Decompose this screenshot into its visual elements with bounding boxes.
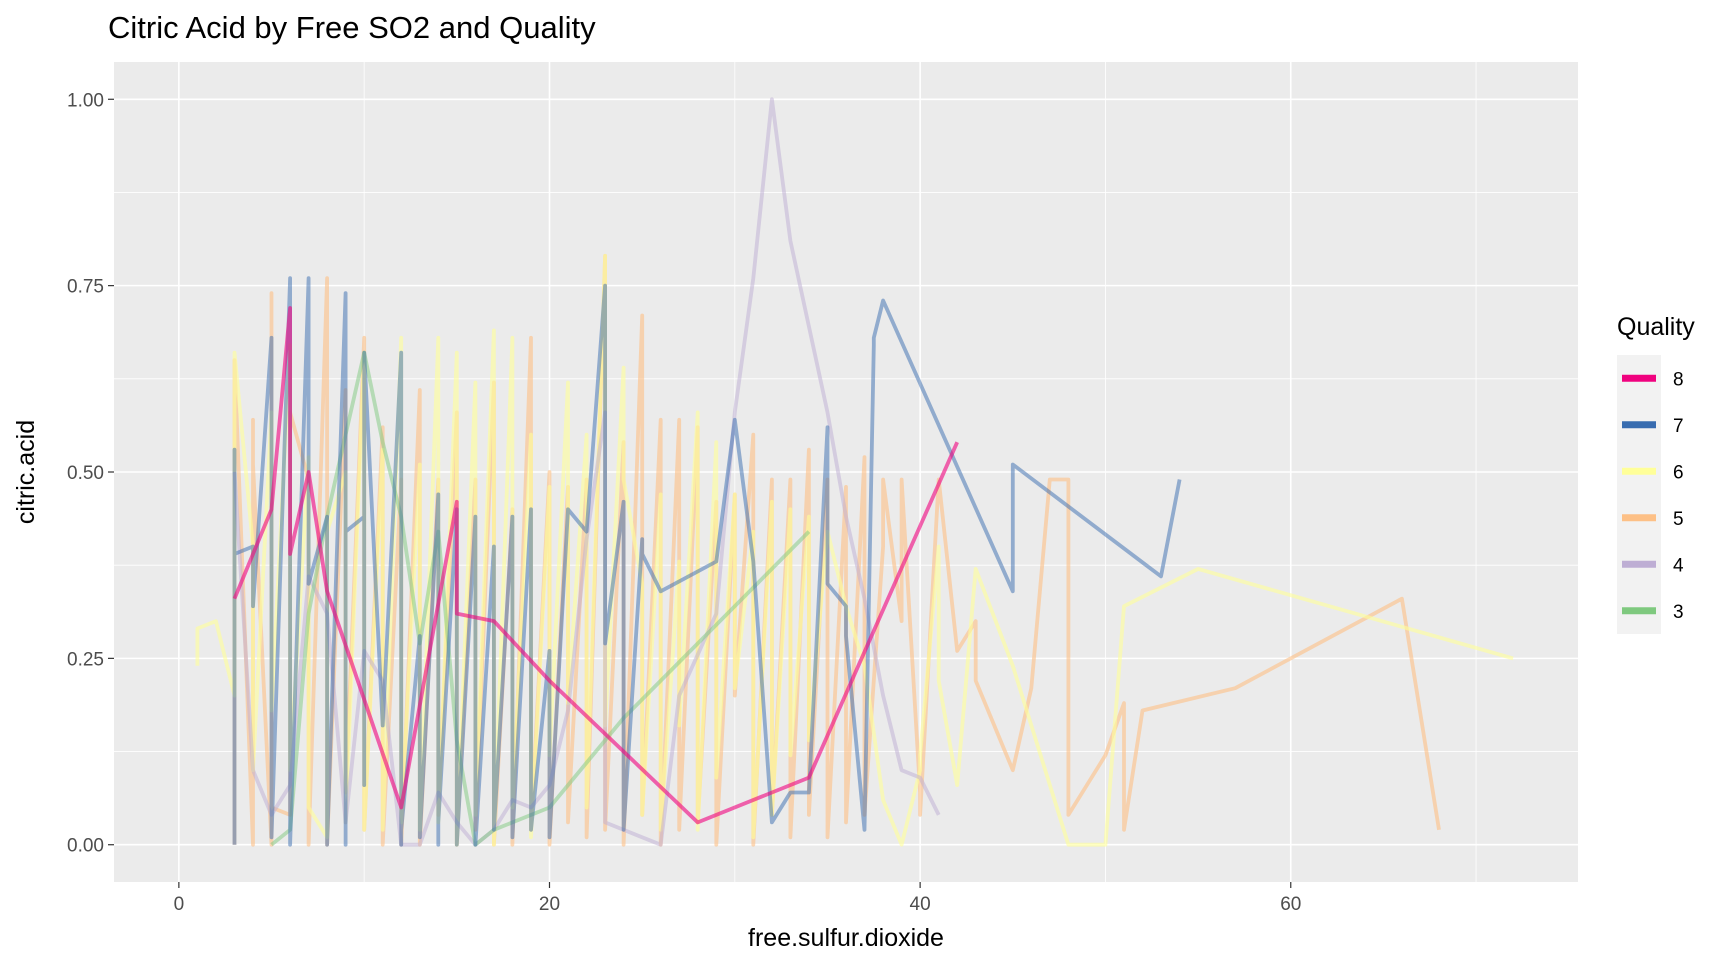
x-axis-title: free.sulfur.dioxide [748, 924, 944, 952]
y-axis-title: citric.acid [12, 420, 40, 524]
legend-label: 3 [1673, 602, 1684, 623]
series-line-quality-8 [232, 306, 959, 825]
x-tick-label: 20 [539, 894, 560, 915]
y-tick-label: 1.00 [67, 90, 104, 111]
x-tick-label: 60 [1280, 894, 1301, 915]
legend-label: 4 [1673, 555, 1684, 576]
legend-title: Quality [1617, 313, 1695, 341]
series-line-quality-7 [232, 276, 1182, 847]
legend-label: 6 [1673, 462, 1684, 483]
y-tick-label: 0.00 [67, 836, 104, 857]
legend-label: 5 [1673, 509, 1684, 530]
y-tick-label: 0.25 [67, 649, 104, 670]
legend-key-background [1617, 355, 1661, 634]
x-tick-label: 0 [174, 894, 185, 915]
legend: Quality 8 7 6 5 4 3 [1617, 313, 1695, 634]
y-tick-label: 0.75 [67, 277, 104, 298]
x-tick-label: 40 [910, 894, 931, 915]
legend-label: 8 [1673, 369, 1684, 390]
series-line-quality-4 [232, 97, 941, 847]
y-tick-label: 0.50 [67, 463, 104, 484]
legend-label: 7 [1673, 416, 1684, 437]
chart-title: Citric Acid by Free SO2 and Quality [108, 10, 596, 45]
